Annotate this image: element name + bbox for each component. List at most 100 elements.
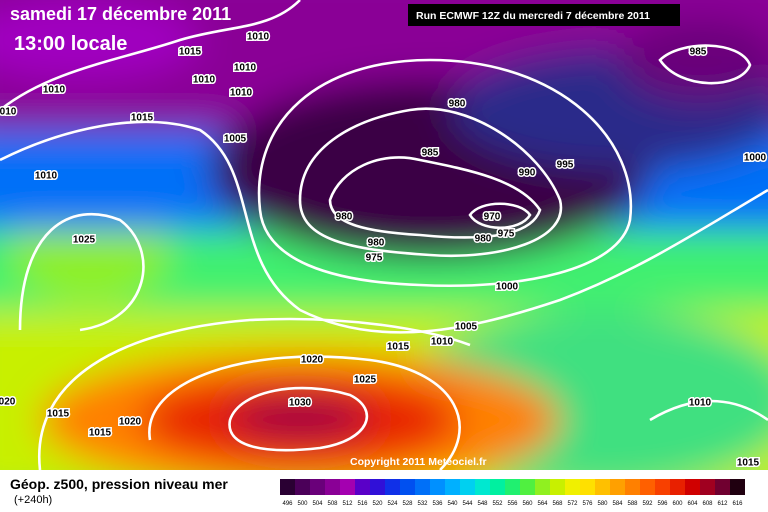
- isobar-label: 1030: [289, 398, 312, 409]
- legend-label: 524: [387, 501, 398, 507]
- isobar-label: 1010: [431, 337, 454, 348]
- isobar-label: 1010: [689, 398, 712, 409]
- isobars: [0, 0, 768, 470]
- legend-label: 564: [537, 501, 548, 507]
- isobar-label: 1015: [131, 113, 154, 124]
- copyright: Copyright 2011 Meteociel.fr: [350, 456, 487, 468]
- isobar-label: 1015: [179, 47, 202, 58]
- date: samedi 17 décembre 2011: [10, 4, 231, 24]
- legend-label: 596: [657, 501, 668, 507]
- legend: 496 500 504 508 512 516 520 524 528 532 536 540 544 5…: [280, 479, 745, 507]
- legend-label: 572: [567, 501, 578, 507]
- legend-label: 576: [582, 501, 593, 507]
- legend-swatch: [475, 479, 490, 495]
- isobar-label: 995: [557, 160, 574, 171]
- isobar-label: 980: [475, 234, 492, 245]
- isobar-label: 1015: [47, 409, 70, 420]
- legend-swatch: [610, 479, 625, 495]
- legend-swatch: [385, 479, 400, 495]
- isobar-label: 1025: [354, 375, 377, 386]
- legend-swatch: [670, 479, 685, 495]
- legend-swatch: [490, 479, 505, 495]
- legend-label: 520: [372, 501, 383, 507]
- isobar-label: 1010: [230, 88, 253, 99]
- isobar-label: 980: [336, 212, 353, 223]
- isobar-label: 1010: [193, 75, 216, 86]
- isobar-label: 1010: [35, 171, 58, 182]
- footer-lead: (+240h): [14, 494, 52, 506]
- legend-label: 604: [687, 501, 698, 507]
- legend-swatch: [565, 479, 580, 495]
- isobar-label: 020: [0, 397, 16, 408]
- isobar-label: 1010: [247, 32, 270, 43]
- isobar-label: 1005: [224, 134, 247, 145]
- legend-swatch: [700, 479, 715, 495]
- legend-label: 592: [642, 501, 653, 507]
- isobar-label: 1010: [43, 85, 66, 96]
- isobar-label: 980: [368, 238, 385, 249]
- isobar-labels: 1015101010101010101010100101015100510101…: [0, 30, 768, 470]
- isobar-label: 985: [690, 47, 707, 58]
- legend-swatch: [625, 479, 640, 495]
- run-box: [408, 4, 680, 26]
- legend-label: 528: [402, 501, 413, 507]
- legend-label: 532: [417, 501, 428, 507]
- legend-swatch: [280, 479, 295, 495]
- isobar-label: 1025: [73, 235, 96, 246]
- isobar-label: 1020: [119, 417, 142, 428]
- legend-swatch: [325, 479, 340, 495]
- legend-label: 548: [477, 501, 488, 507]
- legend-label: 512: [342, 501, 353, 507]
- isobar-label: 1020: [301, 355, 324, 366]
- footer-title: Géop. z500, pression niveau mer: [10, 476, 228, 492]
- run-info: Run ECMWF 12Z du mercredi 7 décembre 201…: [416, 10, 650, 22]
- legend-label: 540: [447, 501, 458, 507]
- legend-label: 556: [507, 501, 518, 507]
- isobar-label: 1005: [455, 322, 478, 333]
- isobar-label: 975: [498, 229, 515, 240]
- legend-swatch: [685, 479, 700, 495]
- isobar-label: 970: [484, 212, 501, 223]
- legend-label: 584: [612, 501, 623, 507]
- legend-swatch: [355, 479, 370, 495]
- field: 1015101010101010101010100101015100510101…: [0, 0, 768, 470]
- legend-swatch: [550, 479, 565, 495]
- isobar-label: 010: [0, 107, 17, 118]
- legend-swatch: [520, 479, 535, 495]
- legend-swatch: [295, 479, 310, 495]
- isobar-label: 1010: [234, 63, 257, 74]
- legend-label: 616: [732, 501, 743, 507]
- legend-swatch: [415, 479, 430, 495]
- legend-swatch: [505, 479, 520, 495]
- legend-label: 500: [297, 501, 308, 507]
- isobar-label: 985: [422, 148, 439, 159]
- legend-label: 536: [432, 501, 443, 507]
- isobar-label: 990: [519, 168, 536, 179]
- legend-label: 612: [717, 501, 728, 507]
- legend-swatch: [445, 479, 460, 495]
- legend-swatch: [535, 479, 550, 495]
- legend-label: 580: [597, 501, 608, 507]
- isobar-label: 1015: [737, 458, 760, 469]
- legend-swatch: [460, 479, 475, 495]
- isobar-label: 980: [449, 99, 466, 110]
- time: 13:00 locale: [14, 33, 127, 55]
- isobar-label: 1015: [387, 342, 410, 353]
- legend-label: 496: [282, 501, 293, 507]
- legend-label: 516: [357, 501, 368, 507]
- isobar-label: 1000: [744, 153, 767, 164]
- legend-label: 552: [492, 501, 503, 507]
- legend-swatch: [655, 479, 670, 495]
- legend-swatch: [430, 479, 445, 495]
- legend-label: 600: [672, 501, 683, 507]
- legend-label: 504: [312, 501, 323, 507]
- isobar-label: 1000: [496, 282, 519, 293]
- legend-swatch: [370, 479, 385, 495]
- isobar-label: 975: [366, 253, 383, 264]
- legend-label: 508: [327, 501, 338, 507]
- legend-label: 588: [627, 501, 638, 507]
- legend-swatch: [730, 479, 745, 495]
- legend-swatch: [715, 479, 730, 495]
